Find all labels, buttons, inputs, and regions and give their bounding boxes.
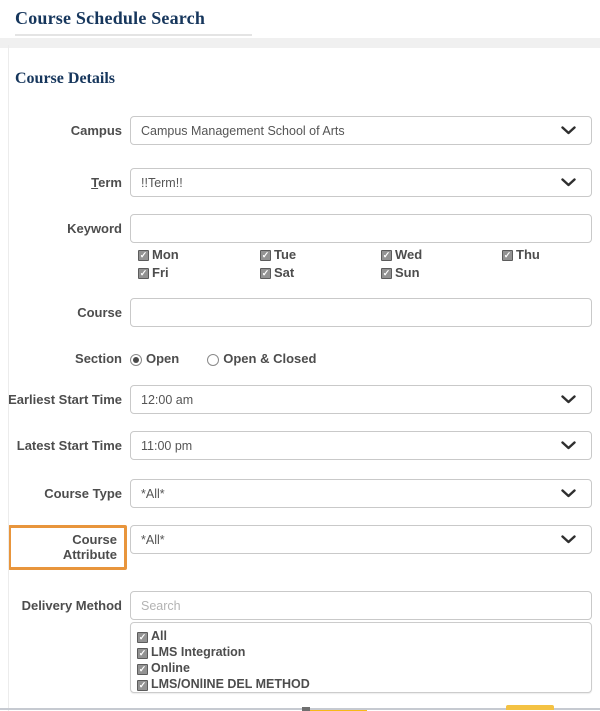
radio-icon <box>130 353 142 366</box>
term-select[interactable]: !!Term!! <box>130 168 592 197</box>
campus-select[interactable]: Campus Management School of Arts <box>130 116 592 145</box>
partial-gold-button[interactable] <box>506 705 554 710</box>
chevron-down-icon <box>561 178 576 187</box>
radio-icon <box>207 353 220 366</box>
title-underline <box>15 34 252 36</box>
search-button[interactable]: SEARCH <box>303 709 368 711</box>
day-checkbox-group: Mon Tue Wed Thu Fri Sat Sun <box>138 246 584 280</box>
checkbox-icon <box>137 647 148 659</box>
chevron-down-icon <box>561 489 576 498</box>
keyword-row: Keyword <box>8 214 592 243</box>
checkbox-icon <box>137 663 148 675</box>
keyword-label: Keyword <box>67 221 122 236</box>
checkbox-icon <box>260 249 271 261</box>
chevron-down-icon <box>561 395 576 404</box>
checkbox-icon <box>138 267 149 279</box>
earliest-start-time-label: Earliest Start Time <box>8 392 122 407</box>
section-label: Section <box>75 351 122 366</box>
bottom-divider-line <box>0 708 600 710</box>
section-heading-course-details: Course Details <box>15 70 115 87</box>
course-search-form: Campus Campus Management School of Arts … <box>8 116 592 711</box>
delivery-method-row: Delivery Method All LMS Integration Onli… <box>8 591 592 693</box>
day-checkbox-tue[interactable]: Tue <box>260 246 381 262</box>
section-row: Section Open Open & Closed <box>8 345 592 366</box>
chevron-down-icon <box>561 441 576 450</box>
checkbox-icon <box>381 249 392 261</box>
course-type-value: *All* <box>141 486 165 501</box>
course-type-label: Course Type <box>44 486 122 501</box>
course-type-row: Course Type *All* <box>8 479 592 508</box>
course-attribute-label: Course Attribute <box>62 532 117 562</box>
course-attribute-highlight-box: Course Attribute <box>8 525 127 570</box>
term-select-value: !!Term!! <box>141 175 183 190</box>
checkbox-icon <box>138 249 149 261</box>
course-label: Course <box>77 305 122 320</box>
checkbox-icon <box>260 267 271 279</box>
day-checkbox-sat[interactable]: Sat <box>260 264 381 280</box>
course-row: Course <box>8 298 592 327</box>
delivery-option-lms-integration[interactable]: LMS Integration <box>137 644 591 660</box>
course-attribute-row: Course Attribute *All* <box>8 525 592 570</box>
header-divider-bar <box>0 38 600 48</box>
course-type-select[interactable]: *All* <box>130 479 592 508</box>
delivery-method-listbox[interactable]: All LMS Integration Online LMS/ONlINE DE… <box>130 622 592 693</box>
course-attribute-value: *All* <box>141 532 165 547</box>
latest-start-time-value: 11:00 pm <box>141 438 193 453</box>
latest-start-time-label: Latest Start Time <box>16 438 122 453</box>
checkbox-icon <box>381 267 392 279</box>
below-fold-element-partial <box>302 707 310 711</box>
chevron-down-icon <box>561 126 576 135</box>
section-radio-open[interactable]: Open <box>130 351 179 366</box>
delivery-method-search-input[interactable] <box>130 591 592 620</box>
campus-row: Campus Campus Management School of Arts <box>8 116 592 145</box>
delivery-option-online[interactable]: Online <box>137 660 591 676</box>
delivery-option-lms-online-del-method[interactable]: LMS/ONlINE DEL METHOD <box>137 676 591 692</box>
latest-start-time-select[interactable]: 11:00 pm <box>130 431 592 460</box>
earliest-start-time-value: 12:00 am <box>141 392 194 407</box>
section-radio-open-and-closed[interactable]: Open & Closed <box>207 351 316 366</box>
chevron-down-icon <box>561 535 576 544</box>
course-attribute-label-cell: Course Attribute <box>8 525 130 570</box>
course-input[interactable] <box>130 298 592 327</box>
day-checkbox-sun[interactable]: Sun <box>381 264 502 280</box>
keyword-input[interactable] <box>130 214 592 243</box>
earliest-start-time-select[interactable]: 12:00 am <box>130 385 592 414</box>
checkbox-icon <box>502 249 513 261</box>
day-checkbox-thu[interactable]: Thu <box>502 246 584 262</box>
panel-left-border <box>8 45 9 711</box>
term-label: Term <box>91 175 122 190</box>
button-row: SEARCH <box>8 709 592 711</box>
delivery-method-label: Delivery Method <box>21 598 122 613</box>
campus-label: Campus <box>70 123 122 138</box>
day-checkbox-fri[interactable]: Fri <box>138 264 260 280</box>
latest-start-time-row: Latest Start Time 11:00 pm <box>8 431 592 460</box>
day-checkbox-mon[interactable]: Mon <box>138 246 260 262</box>
earliest-start-time-row: Earliest Start Time 12:00 am <box>8 385 592 414</box>
checkbox-icon <box>137 679 148 691</box>
delivery-option-all[interactable]: All <box>137 628 591 644</box>
campus-select-value: Campus Management School of Arts <box>141 123 345 138</box>
course-attribute-select[interactable]: *All* <box>130 525 592 554</box>
term-row: Term !!Term!! <box>8 168 592 197</box>
page-title: Course Schedule Search <box>15 8 206 28</box>
day-checkbox-wed[interactable]: Wed <box>381 246 502 262</box>
checkbox-icon <box>137 631 148 643</box>
